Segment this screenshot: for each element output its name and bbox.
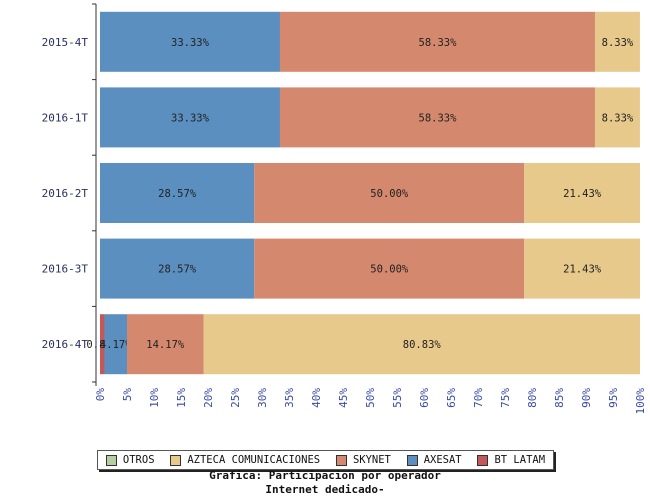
bar-segment bbox=[254, 238, 525, 299]
x-tick-label: 50% bbox=[364, 388, 377, 408]
category-label: 2016-1T bbox=[42, 111, 89, 124]
stacked-bar-chart: 2015-4T 33.33% 58.33% 8.33% 2016-1T 33.33% 58.… bbox=[42, 3, 647, 415]
data-label: 28.57% bbox=[158, 188, 197, 200]
data-label: 14.17% bbox=[146, 339, 185, 351]
bar-segment bbox=[279, 11, 595, 72]
x-tick-label: 100% bbox=[634, 388, 647, 415]
x-tick-label: 95% bbox=[607, 388, 620, 408]
category-label: 2016-4T bbox=[42, 338, 89, 351]
data-label: 21.43% bbox=[563, 188, 602, 200]
x-tick-label: 10% bbox=[148, 388, 161, 408]
x-tick-label: 15% bbox=[175, 388, 188, 408]
data-label: 33.33% bbox=[171, 112, 210, 124]
bar-segment bbox=[524, 163, 640, 223]
x-tick-label: 35% bbox=[283, 388, 296, 408]
bar-segment bbox=[100, 11, 280, 72]
data-label: 8.33% bbox=[602, 37, 634, 49]
legend-label: AXESAT bbox=[423, 454, 462, 466]
x-tick-label: 20% bbox=[202, 388, 215, 408]
legend-item: BT LATAM bbox=[477, 454, 545, 466]
x-tick-label: 90% bbox=[580, 388, 593, 408]
bar-segment bbox=[279, 87, 595, 148]
legend-swatch bbox=[477, 454, 489, 466]
legend-label: AZTECA COMUNICACIONES bbox=[187, 454, 321, 466]
legend-item: OTROS bbox=[105, 454, 155, 466]
legend-label: OTROS bbox=[122, 454, 155, 466]
x-tick-label: 0% bbox=[94, 388, 107, 402]
chart-title-line2: Internet dedicado- bbox=[265, 483, 385, 496]
bar-segment bbox=[100, 163, 255, 223]
x-tick-label: 80% bbox=[526, 388, 539, 408]
category-label: 2015-4T bbox=[42, 36, 89, 49]
legend-item: AZTECA COMUNICACIONES bbox=[170, 454, 320, 466]
data-label: 58.33% bbox=[419, 112, 458, 124]
category-label: 2016-2T bbox=[42, 187, 89, 200]
x-tick-label: 5% bbox=[121, 388, 134, 402]
data-label: 4.17% bbox=[100, 339, 132, 351]
chart-title: Grafica: Participacion por operador Inte… bbox=[0, 469, 650, 497]
bar-segment bbox=[203, 314, 640, 375]
x-tick-label: 55% bbox=[391, 388, 404, 408]
legend-item: AXESAT bbox=[406, 454, 462, 466]
data-label: 33.33% bbox=[171, 37, 210, 49]
legend-label: SKYNET bbox=[352, 454, 391, 466]
x-tick-label: 60% bbox=[418, 388, 431, 408]
bar-segment bbox=[524, 238, 640, 299]
legend-swatch bbox=[406, 454, 418, 466]
data-label: 58.33% bbox=[419, 37, 458, 49]
data-label: 80.83% bbox=[403, 339, 442, 351]
legend-swatch bbox=[335, 454, 347, 466]
bar-segment bbox=[100, 238, 255, 299]
bar-segment bbox=[104, 314, 127, 375]
legend-item: SKYNET bbox=[335, 454, 391, 466]
legend-swatch bbox=[105, 454, 117, 466]
x-tick-label: 30% bbox=[256, 388, 269, 408]
data-label: 21.43% bbox=[563, 264, 602, 276]
chart-title-line1: Grafica: Participacion por operador bbox=[209, 469, 441, 482]
category-label: 2016-3T bbox=[42, 263, 89, 276]
legend-label: BT LATAM bbox=[494, 454, 546, 466]
bar-segment bbox=[594, 87, 640, 148]
bar-segment bbox=[127, 314, 204, 375]
x-tick-label: 75% bbox=[499, 388, 512, 408]
bar-segment bbox=[594, 11, 640, 72]
x-tick-label: 85% bbox=[553, 388, 566, 408]
data-label: 8.33% bbox=[602, 112, 634, 124]
bar-segment bbox=[100, 314, 105, 375]
data-label: 28.57% bbox=[158, 264, 197, 276]
bar-segment bbox=[254, 163, 525, 223]
chart-legend: OTROS AZTECA COMUNICACIONES SKYNET AXESAT BT… bbox=[97, 450, 554, 470]
x-tick-label: 65% bbox=[445, 388, 458, 408]
x-tick-label: 40% bbox=[310, 388, 323, 408]
data-label: 50.00% bbox=[370, 188, 409, 200]
bar-segment bbox=[100, 87, 280, 148]
x-tick-label: 25% bbox=[229, 388, 242, 408]
legend-swatch bbox=[170, 454, 182, 466]
x-tick-label: 45% bbox=[337, 388, 350, 408]
data-label: 50.00% bbox=[370, 264, 409, 276]
x-tick-label: 70% bbox=[472, 388, 485, 408]
